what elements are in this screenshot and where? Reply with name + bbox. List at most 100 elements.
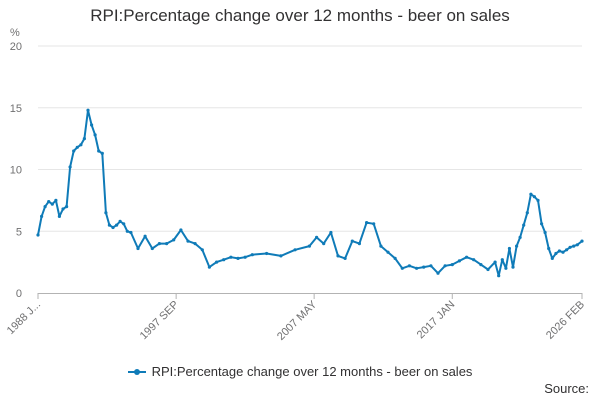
data-point[interactable] [357,242,361,246]
data-point[interactable] [532,195,537,199]
data-point[interactable] [547,246,551,251]
data-point[interactable] [572,244,576,248]
data-point[interactable] [40,214,44,218]
data-point[interactable] [111,225,115,230]
data-point[interactable] [72,149,76,153]
data-point[interactable] [479,263,483,267]
data-point[interactable] [293,248,297,252]
data-point[interactable] [157,242,161,246]
data-point[interactable] [179,228,183,232]
data-point[interactable] [536,198,540,202]
data-point[interactable] [465,255,469,259]
data-point[interactable] [554,251,558,256]
data-point[interactable] [436,271,440,275]
data-point[interactable] [515,244,519,248]
data-point[interactable] [386,250,390,254]
data-point[interactable] [104,211,108,215]
data-point[interactable] [50,202,54,206]
data-point[interactable] [350,239,354,243]
data-point[interactable] [450,263,454,267]
data-point[interactable] [243,255,247,259]
data-point[interactable] [372,222,376,226]
data-point[interactable] [136,246,140,251]
data-point[interactable] [493,260,497,264]
data-point[interactable] [540,222,544,226]
data-point[interactable] [472,258,476,262]
data-point[interactable] [557,249,562,253]
data-point[interactable] [343,256,347,260]
data-point[interactable] [457,259,461,263]
data-point[interactable] [511,265,515,269]
data-point[interactable] [118,219,122,223]
data-point[interactable] [143,234,147,238]
y-tick-label: 15 [10,103,22,115]
data-point[interactable] [36,233,40,237]
data-point[interactable] [115,223,119,227]
data-point[interactable] [336,254,340,258]
data-point[interactable] [82,137,86,141]
data-point[interactable] [550,256,554,260]
data-point[interactable] [365,221,369,225]
data-point[interactable] [518,235,522,239]
data-point[interactable] [422,265,426,269]
data-point[interactable] [165,242,169,246]
data-point[interactable] [486,267,490,272]
data-point[interactable] [543,230,547,235]
data-point[interactable] [93,133,97,137]
data-point[interactable] [68,165,72,169]
data-point[interactable] [207,265,211,269]
data-point[interactable] [443,264,447,268]
data-point[interactable] [200,248,204,252]
data-point[interactable] [250,253,254,257]
data-point[interactable] [75,145,79,149]
data-point[interactable] [215,260,219,264]
data-point[interactable] [504,266,508,270]
data-point[interactable] [222,258,226,262]
data-point[interactable] [100,151,104,155]
data-point[interactable] [43,205,47,209]
data-point[interactable] [61,207,65,211]
data-point[interactable] [497,274,501,278]
data-point[interactable] [54,198,58,202]
data-point[interactable] [79,143,83,147]
data-point[interactable] [172,238,176,242]
data-point[interactable] [86,108,90,112]
data-point[interactable] [125,229,129,233]
data-point[interactable] [379,244,383,248]
data-point[interactable] [150,246,154,251]
data-point[interactable] [229,255,233,259]
data-point[interactable] [329,230,333,235]
data-point[interactable] [561,250,565,254]
data-point[interactable] [575,243,579,247]
data-point[interactable] [122,222,126,226]
data-point[interactable] [307,244,311,248]
data-point[interactable] [565,248,569,252]
data-point[interactable] [529,192,533,196]
data-point[interactable] [400,266,404,270]
data-point[interactable] [315,235,319,239]
data-point[interactable] [429,264,433,268]
data-point[interactable] [415,266,419,270]
data-point[interactable] [65,205,69,209]
data-point[interactable] [580,239,584,243]
data-point[interactable] [507,246,511,251]
data-point[interactable] [186,239,190,243]
data-point[interactable] [57,214,62,218]
data-point[interactable] [525,211,529,215]
data-point[interactable] [322,242,326,246]
data-point[interactable] [236,256,240,260]
data-point[interactable] [265,251,269,256]
data-point[interactable] [47,200,51,204]
data-point[interactable] [393,256,397,260]
data-point[interactable] [107,223,111,227]
data-point[interactable] [568,245,572,249]
data-point[interactable] [522,223,526,227]
data-point[interactable] [500,258,504,262]
data-point[interactable] [129,230,133,235]
data-point[interactable] [90,123,94,127]
data-point[interactable] [407,264,411,268]
data-point[interactable] [97,149,101,153]
data-point[interactable] [193,242,197,246]
legend-item[interactable]: RPI:Percentage change over 12 months - b… [127,364,472,379]
data-point[interactable] [279,254,283,258]
